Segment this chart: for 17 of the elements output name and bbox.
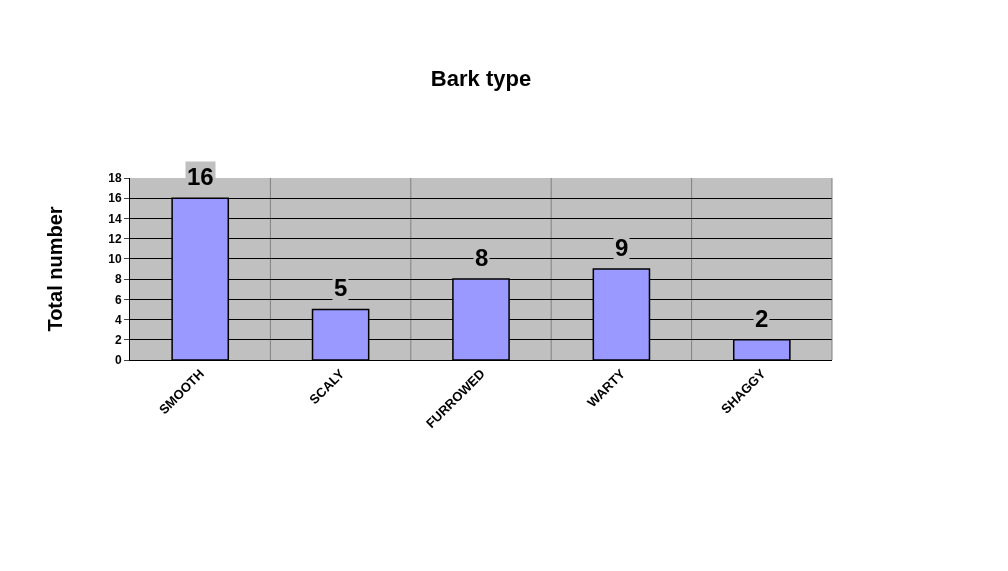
y-tick-label: 4 (114, 312, 122, 327)
y-tick-label: 16 (108, 191, 122, 206)
data-label: 5 (334, 274, 348, 301)
y-tick-label: 10 (108, 252, 122, 267)
y-tick-label: 12 (108, 231, 122, 246)
data-label: 9 (615, 234, 629, 261)
chart-title: Bark type (430, 65, 532, 91)
y-tick-label: 2 (114, 332, 122, 347)
y-tick-label: 18 (108, 171, 122, 186)
y-tick-label: 8 (114, 272, 122, 287)
y-tick-label: 0 (114, 353, 122, 368)
data-label: 2 (755, 305, 769, 332)
data-label: 16 (187, 163, 214, 190)
y-axis-title: Total number (43, 206, 66, 332)
y-tick-label: 6 (114, 292, 122, 307)
y-tick-label: 14 (108, 211, 122, 226)
data-label: 8 (475, 244, 489, 271)
